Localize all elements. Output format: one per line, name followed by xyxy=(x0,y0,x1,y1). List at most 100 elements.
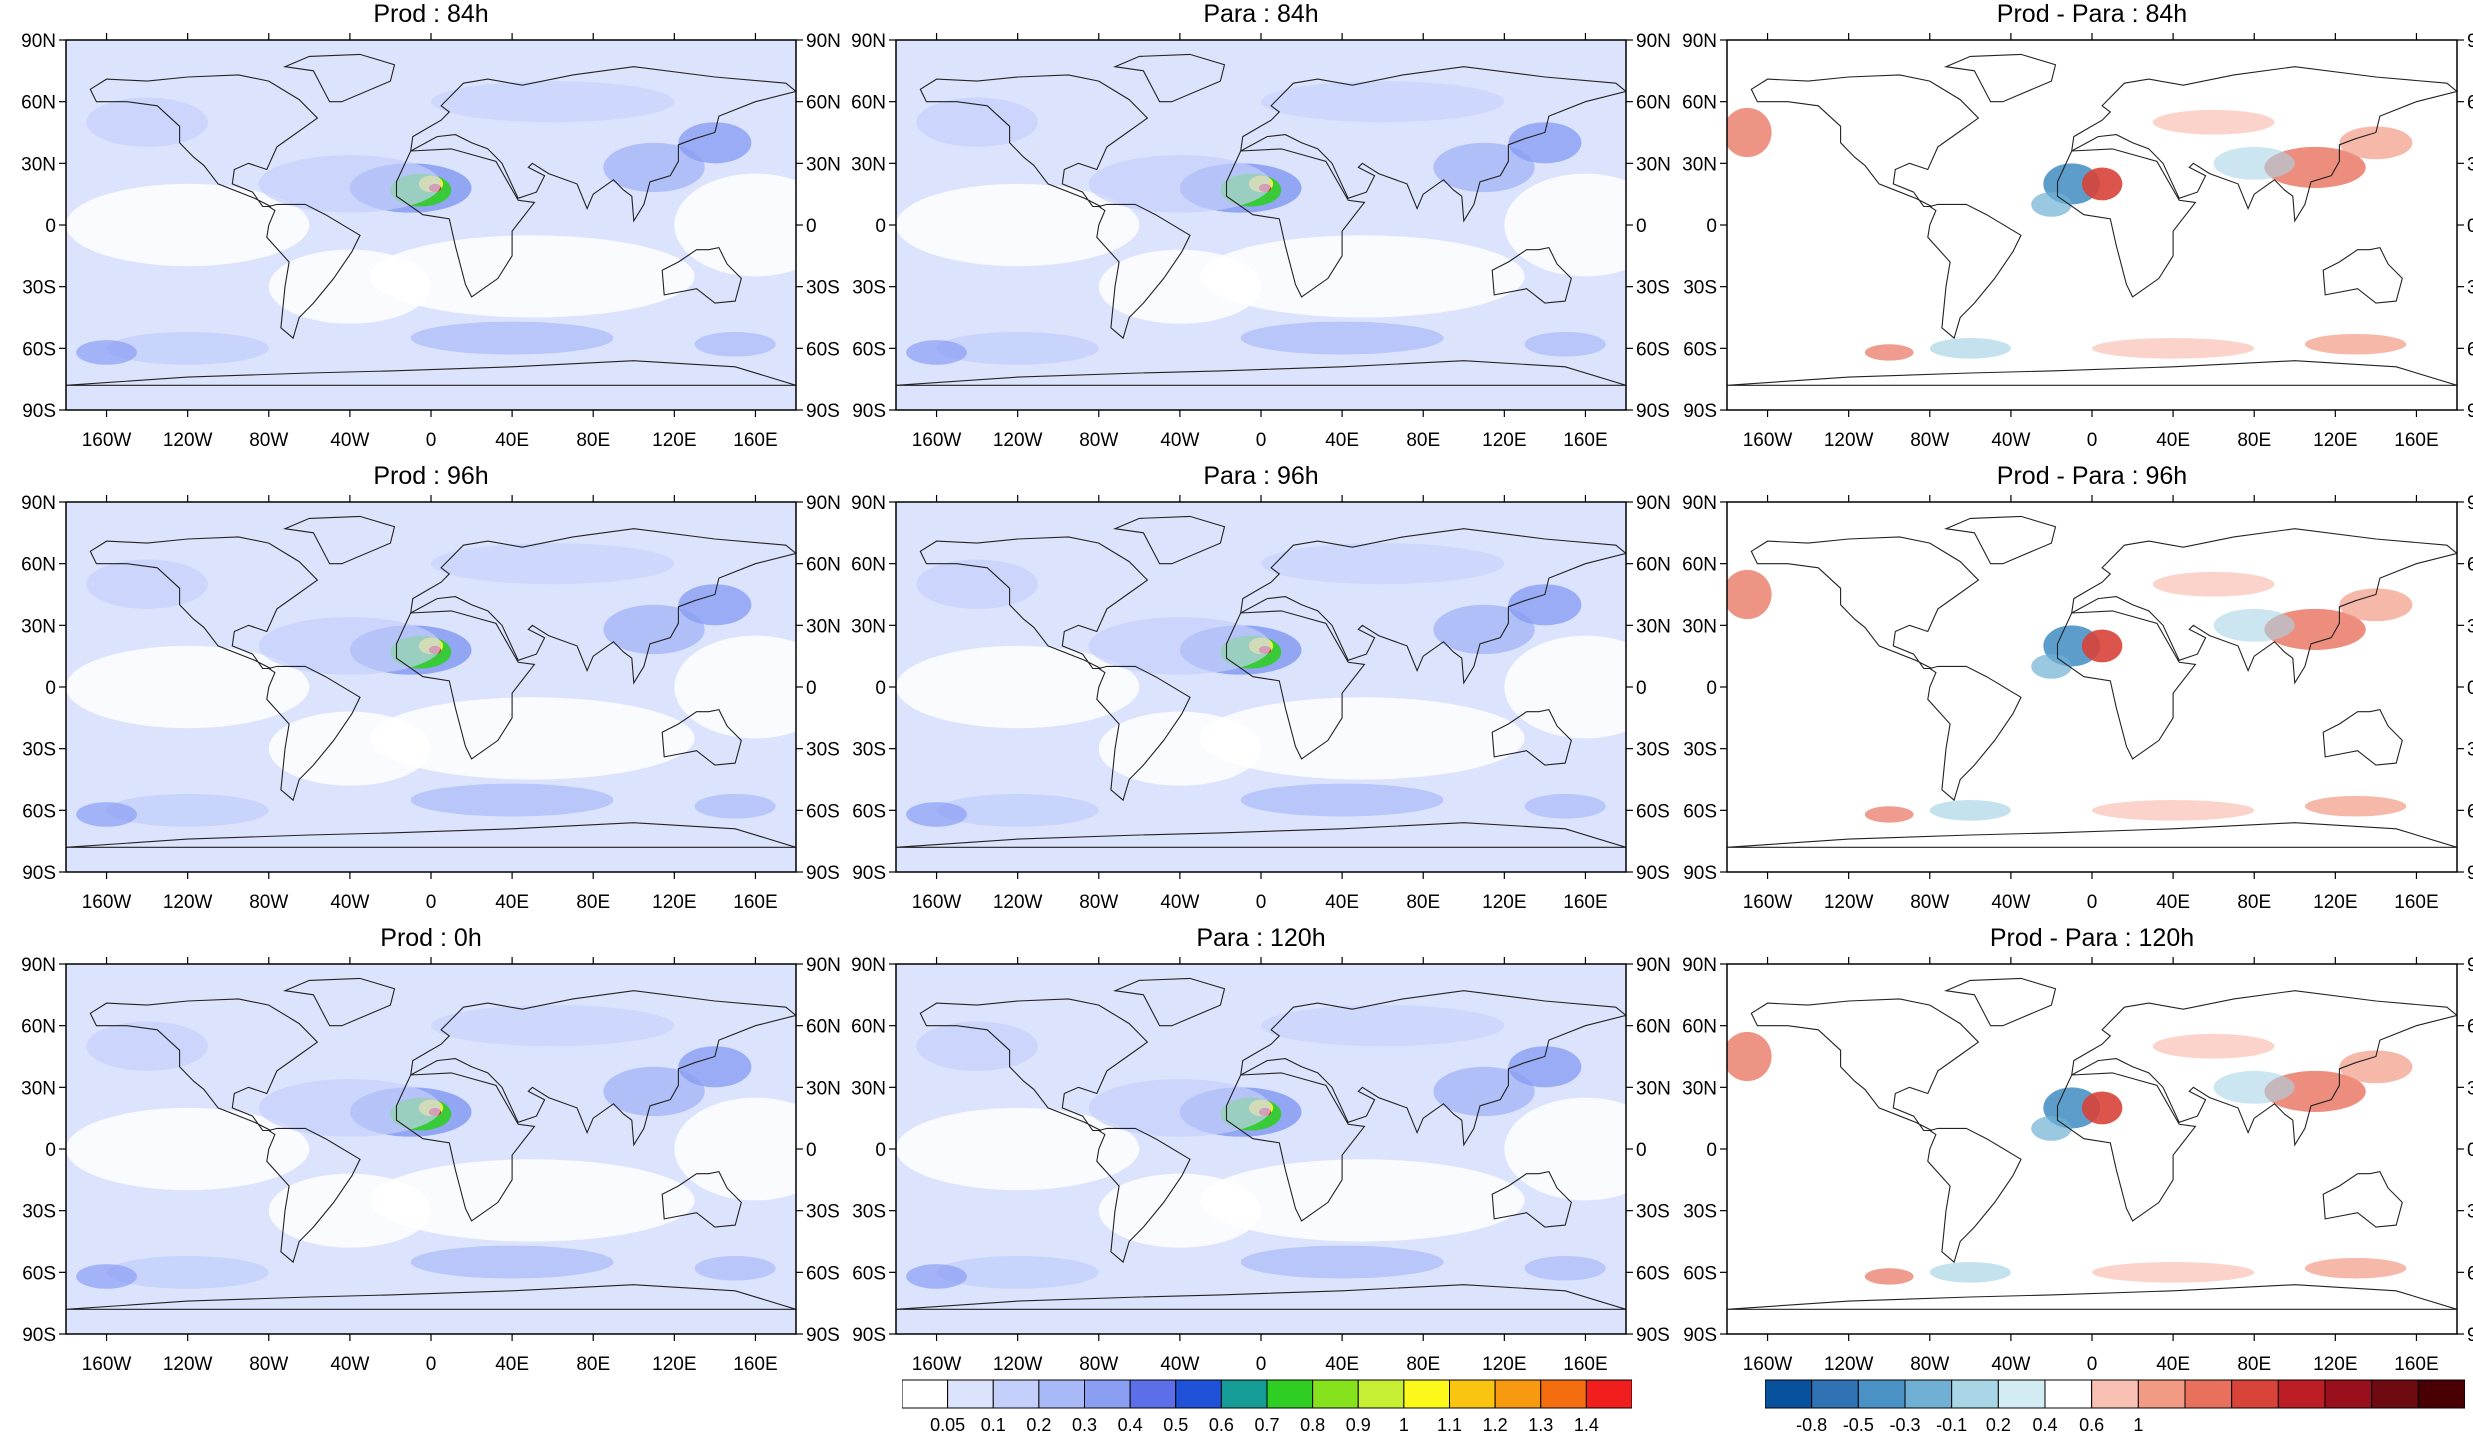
lat-tick-label: 30S xyxy=(1683,740,1717,761)
colorbar-swatch xyxy=(2091,1379,2139,1409)
colorbar-swatch xyxy=(1494,1379,1542,1409)
lon-tick-label: 160E xyxy=(733,430,777,451)
shaded-region xyxy=(2031,654,2072,679)
lat-tick-label: 0 xyxy=(1636,1140,1647,1161)
lat-tick-label: 60S xyxy=(806,801,840,822)
lat-tick-label: 30N xyxy=(1682,154,1717,175)
lon-tick-label: 40W xyxy=(1991,1354,2030,1375)
lat-tick-label: 90N xyxy=(21,493,56,514)
shaded-region xyxy=(1929,1262,2011,1283)
lat-tick-label: 60S xyxy=(1636,1263,1670,1284)
coastline xyxy=(66,977,796,1310)
lat-tick-label: 30S xyxy=(806,1202,840,1223)
shaded-region xyxy=(106,331,269,365)
shaded-region xyxy=(2092,1262,2255,1283)
lon-tick-label: 120E xyxy=(2313,892,2357,913)
map-panel-p00: Prod : 84h 90N 90N 60N 60N 30N 30N 0 0 30S 30S 60S 6… xyxy=(0,0,870,451)
lat-tick-label: 0 xyxy=(1706,216,1717,237)
lat-tick-label: 90S xyxy=(852,401,886,422)
shaded-region xyxy=(1433,604,1535,655)
map-plot: 90N 90N 60N 60N 30N 30N 0 0 30S 30S 60S 60S 90S 90S 16… xyxy=(21,955,841,1375)
shaded-region xyxy=(1508,1046,1582,1088)
lat-tick-label: 0 xyxy=(2467,678,2473,699)
clean-air-region xyxy=(1098,711,1261,786)
panel-title: Prod - Para : 96h xyxy=(1996,462,2188,490)
lat-tick-label: 90N xyxy=(1636,955,1671,976)
lat-tick-label: 60S xyxy=(2467,339,2473,360)
shaded-region xyxy=(1508,584,1582,626)
lat-tick-label: 90S xyxy=(806,401,840,422)
lat-tick-label: 30N xyxy=(1682,1078,1717,1099)
shaded-region xyxy=(603,1066,705,1117)
lon-tick-label: 120W xyxy=(163,1354,213,1375)
map-background xyxy=(1727,502,2457,872)
coastline xyxy=(1727,53,2457,386)
lat-tick-label: 30N xyxy=(806,1078,841,1099)
lat-tick-label: 90N xyxy=(851,955,886,976)
lon-tick-label: 120W xyxy=(1824,1354,1874,1375)
lat-tick-label: 90N xyxy=(806,31,841,52)
lat-tick-label: 60N xyxy=(1636,1017,1671,1038)
lon-tick-label: 120E xyxy=(652,430,696,451)
clean-air-region xyxy=(1200,1159,1525,1242)
clean-air-region xyxy=(370,697,695,780)
lat-tick-label: 60N xyxy=(806,555,841,576)
lon-tick-label: 120E xyxy=(1482,1354,1526,1375)
lon-tick-label: 0 xyxy=(426,1354,437,1375)
lat-tick-label: 90S xyxy=(852,863,886,884)
lat-tick-label: 90S xyxy=(806,1325,840,1346)
clean-air-region xyxy=(1200,235,1525,318)
lat-tick-label: 90N xyxy=(851,31,886,52)
lat-tick-label: 60N xyxy=(2467,1017,2473,1038)
lat-tick-label: 90N xyxy=(2467,31,2473,52)
map-panel-p22: Prod - Para : 120h 90N 90N 60N 60N 30N 30N 0 0 30… xyxy=(1661,924,2473,1375)
lon-tick-label: 80W xyxy=(249,1354,288,1375)
colorbar-swatch xyxy=(1764,1379,1813,1409)
panel-title: Para : 120h xyxy=(1196,924,1326,952)
lon-tick-label: 80E xyxy=(2237,892,2271,913)
lat-tick-label: 30S xyxy=(22,278,56,299)
lat-tick-label: 90N xyxy=(1682,493,1717,514)
lat-tick-label: 90S xyxy=(1683,863,1717,884)
shaded-region xyxy=(906,1264,967,1289)
lon-tick-label: 40E xyxy=(1325,1354,1359,1375)
lon-tick-label: 40W xyxy=(1160,1354,1199,1375)
lat-tick-label: 30N xyxy=(806,616,841,637)
colorbar-swatch xyxy=(2184,1379,2233,1409)
clean-air-region xyxy=(268,249,431,324)
shaded-region xyxy=(1727,569,1772,620)
lat-tick-label: 90N xyxy=(1682,31,1717,52)
lat-tick-label: 0 xyxy=(875,678,886,699)
lat-tick-label: 0 xyxy=(875,216,886,237)
lon-tick-label: 120E xyxy=(2313,430,2357,451)
colorbar-label: 0.5 xyxy=(1163,1415,1188,1435)
shaded-region xyxy=(2213,608,2295,642)
shaded-region xyxy=(1727,107,1772,158)
colorbar-swatch xyxy=(992,1379,1040,1409)
colorbar-label: 1 xyxy=(1399,1415,1409,1435)
clean-air-region xyxy=(896,1107,1140,1191)
lon-tick-label: 120E xyxy=(652,1354,696,1375)
panel-title: Prod : 84h xyxy=(373,0,489,28)
lat-tick-label: 90N xyxy=(1636,493,1671,514)
clean-air-region xyxy=(66,1107,310,1191)
lat-tick-label: 30S xyxy=(852,1202,886,1223)
shaded-region xyxy=(1261,543,1505,585)
colorbar-swatch xyxy=(1997,1379,2046,1409)
clean-air-region xyxy=(370,1159,695,1242)
map-plot: 90N 90N 60N 60N 30N 30N 0 0 30S 30S 60S 60S 90S 90S 16… xyxy=(851,493,1671,913)
panel-title: Prod - Para : 120h xyxy=(1989,924,2195,952)
shaded-region xyxy=(258,617,442,675)
lat-tick-label: 60S xyxy=(1683,801,1717,822)
lat-tick-label: 0 xyxy=(2467,216,2473,237)
lat-tick-label: 60N xyxy=(21,1017,56,1038)
colorbar-label: 1.4 xyxy=(1574,1415,1599,1435)
shaded-region xyxy=(106,793,269,827)
lat-tick-label: 90S xyxy=(22,863,56,884)
lon-tick-label: 120W xyxy=(993,430,1043,451)
map-panel-p11: Para : 96h 90N 90N 60N 60N 30N 30N 0 0 30S 30S 60S 6… xyxy=(830,462,1700,913)
shaded-region xyxy=(678,122,752,164)
lat-tick-label: 60N xyxy=(21,93,56,114)
shaded-region xyxy=(603,142,705,193)
colorbar-swatch xyxy=(1175,1379,1222,1409)
